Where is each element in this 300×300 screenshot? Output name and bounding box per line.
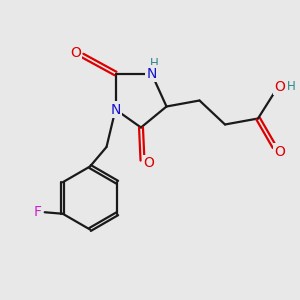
Text: N: N xyxy=(146,67,157,80)
Text: O: O xyxy=(274,80,285,94)
Text: O: O xyxy=(70,46,81,60)
Text: H: H xyxy=(149,57,158,70)
Text: F: F xyxy=(34,205,42,219)
Text: O: O xyxy=(144,156,154,170)
Text: H: H xyxy=(287,80,296,94)
Text: N: N xyxy=(110,103,121,116)
Text: O: O xyxy=(274,145,285,158)
